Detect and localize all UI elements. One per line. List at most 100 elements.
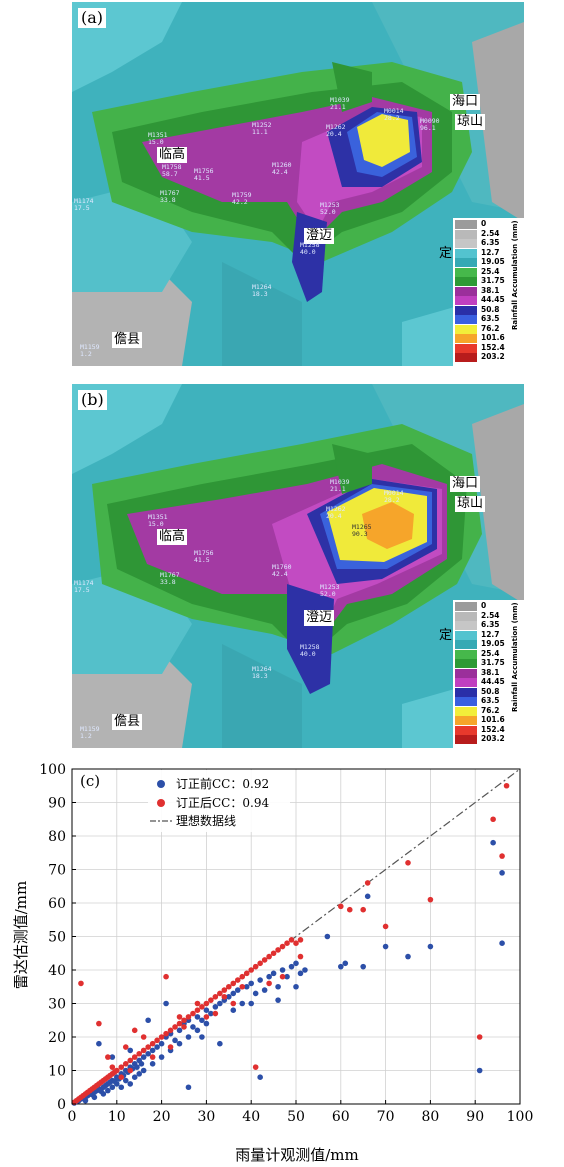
scatter-point — [203, 1020, 210, 1027]
legend-row: 203.2 — [455, 734, 507, 744]
scatter-point — [270, 950, 277, 957]
radar-map-before-correction: (a) 海口 琼山 临高 澄迈 儋县 定 M1039 21.1 M0014 28… — [72, 2, 524, 366]
scatter-point — [140, 1034, 147, 1040]
scatter-point — [270, 970, 277, 977]
place-danxian: 儋县 — [112, 714, 143, 730]
scatter-point — [114, 1067, 120, 1074]
scatter-point — [275, 997, 281, 1003]
legend-swatch — [455, 286, 477, 296]
legend-swatch — [455, 324, 477, 334]
legend-row: 25.4 — [455, 649, 507, 659]
scatter-point — [203, 1007, 210, 1013]
scatter-point — [226, 983, 232, 990]
station-label: M1264 18.3 — [252, 665, 272, 680]
place-chengmai: 澄迈 — [304, 610, 335, 626]
scatter-point — [185, 1014, 192, 1020]
radar-map-after-correction: (b) 海口 琼山 临高 澄迈 儋县 定 M1039 21.1 M0014 28… — [72, 384, 524, 748]
scatter-point — [364, 893, 371, 900]
map-a-panel-label: (a) — [78, 8, 107, 28]
station-label: M1159 1.2 — [80, 725, 100, 740]
scatter-point — [284, 973, 290, 980]
scatter-point — [91, 1094, 98, 1101]
scatter-point — [288, 963, 295, 970]
scatter-point — [338, 963, 344, 970]
scatter-point — [293, 940, 299, 946]
legend-swatch — [455, 687, 477, 697]
legend-swatch — [455, 659, 477, 668]
legend-marker-before — [157, 780, 165, 788]
legend-label-ideal: 理想数据线 — [176, 813, 236, 828]
scatter-point — [302, 967, 308, 973]
legend-swatch — [455, 239, 477, 248]
scatter-point — [134, 1064, 140, 1070]
scatter-point — [288, 937, 295, 943]
legend-swatch — [455, 716, 477, 725]
scatter-point — [136, 1050, 142, 1057]
scatter-point — [199, 1034, 205, 1040]
place-lingao: 临高 — [157, 529, 188, 545]
scatter-point — [230, 980, 237, 987]
map-b-panel-label: (b) — [78, 390, 107, 410]
scatter-point — [279, 943, 286, 950]
scatter-point — [338, 903, 344, 910]
legend-row: 38.1 — [455, 668, 507, 678]
place-haikou: 海口 — [450, 94, 481, 110]
x-tick-label: 20 — [153, 1109, 171, 1125]
legend-swatch — [455, 640, 477, 649]
legend-swatch — [455, 668, 477, 678]
legend-row: 19.05 — [455, 257, 507, 267]
scatter-point — [194, 1014, 201, 1020]
scatter-point — [293, 983, 299, 990]
station-label: M1264 18.3 — [252, 283, 272, 298]
x-tick-label: 0 — [68, 1109, 77, 1125]
station-label: M1174 17.5 — [74, 579, 94, 594]
legend-title: Rainfall Accumulation (mm) — [511, 602, 519, 712]
scatter-point — [154, 1037, 160, 1044]
station-label: M1258 40.0 — [300, 241, 320, 256]
scatter-point — [230, 1007, 237, 1013]
x-tick-label: 60 — [332, 1109, 350, 1125]
scatter-point — [279, 973, 286, 980]
scatter-plot: 0 10 20 30 40 50 60 70 80 90 100 0 10 20 30 40 50 60 70 80 9… — [12, 762, 533, 1164]
scatter-point — [217, 990, 223, 997]
place-ding: 定 — [439, 246, 453, 261]
y-tick-label: 20 — [48, 1030, 66, 1046]
scatter-point — [257, 977, 263, 983]
scatter-point — [427, 943, 434, 950]
scatter-point — [181, 1017, 187, 1024]
scatter-point — [490, 839, 496, 846]
scatter-point — [212, 1010, 219, 1017]
legend-swatch — [455, 353, 477, 362]
scatter-point — [248, 967, 254, 973]
legend-row: 50.8 — [455, 305, 507, 315]
station-label: M1174 17.5 — [74, 197, 94, 212]
legend-row: 25.4 — [455, 267, 507, 277]
scatter-point — [297, 937, 304, 943]
chart-legend-box — [148, 770, 290, 832]
scatter-point — [82, 1097, 89, 1104]
legend-swatch — [455, 678, 477, 687]
scatter-point — [96, 1020, 102, 1027]
y-tick-label: 70 — [48, 863, 66, 879]
scatter-point — [212, 1004, 219, 1010]
scatter-point — [118, 1074, 125, 1080]
scatter-point — [248, 1000, 254, 1007]
x-tick-label: 50 — [287, 1109, 305, 1125]
legend-swatch — [455, 277, 477, 286]
scatter-point — [252, 1064, 259, 1070]
station-label: M1039 21.1 — [330, 96, 350, 111]
scatter-point — [105, 1054, 111, 1060]
scatter-point — [176, 1040, 183, 1047]
scatter-point — [199, 1017, 205, 1024]
scatter-point — [158, 1040, 165, 1047]
scatter-point — [145, 1017, 151, 1024]
scatter-point — [261, 957, 268, 963]
legend-swatch — [455, 296, 477, 305]
scatter-point — [239, 983, 246, 990]
scatter-point — [118, 1084, 125, 1091]
scatter-point — [221, 994, 228, 1000]
scatter-point — [257, 960, 263, 967]
scatter-point — [490, 816, 496, 823]
scatter-point — [266, 973, 272, 980]
legend-title: Rainfall Accumulation (mm) — [511, 220, 519, 330]
